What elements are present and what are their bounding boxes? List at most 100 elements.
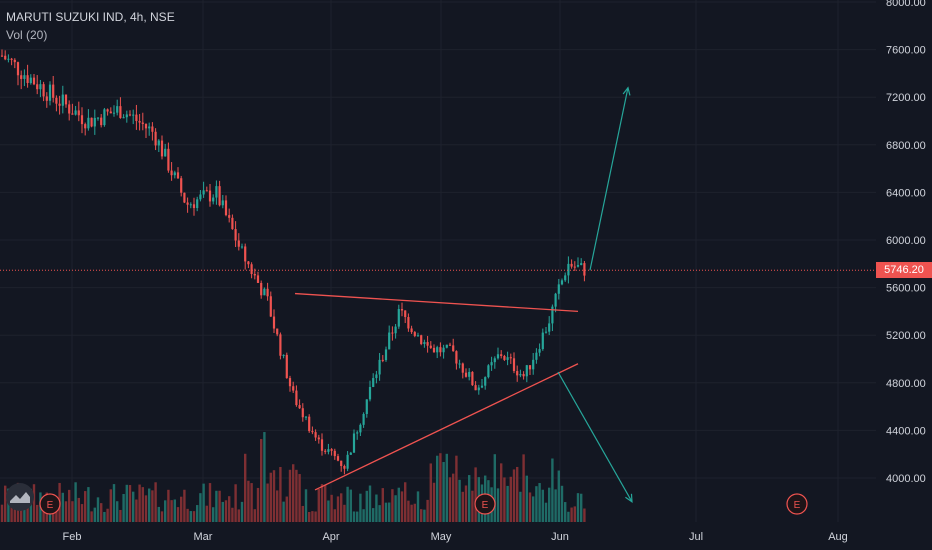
candle-body bbox=[112, 112, 116, 114]
tradingview-logo-icon[interactable] bbox=[6, 483, 34, 511]
volume-bar bbox=[525, 475, 528, 522]
candle-body bbox=[448, 344, 452, 346]
candle-body bbox=[183, 192, 186, 203]
price-tick-label: 4400.00 bbox=[886, 425, 926, 437]
candle-body bbox=[52, 84, 55, 98]
volume-bar bbox=[74, 482, 77, 522]
candle-body bbox=[196, 199, 199, 209]
candle-body bbox=[346, 454, 349, 469]
earnings-marker-icon[interactable]: E bbox=[39, 493, 61, 515]
candle-body bbox=[490, 362, 493, 366]
volume-bar bbox=[93, 507, 96, 522]
volume-bar bbox=[528, 492, 532, 522]
bearish-target-arrow-head bbox=[625, 493, 633, 503]
candle-body bbox=[266, 288, 269, 297]
price-tick-label: 5200.00 bbox=[886, 330, 926, 342]
bullish-target-arrow-head bbox=[622, 86, 631, 96]
candle-body bbox=[80, 115, 84, 125]
symbol-title[interactable]: MARUTI SUZUKI IND, 4h, NSE bbox=[6, 10, 175, 24]
volume-bar bbox=[116, 501, 119, 522]
candle-body bbox=[116, 106, 119, 113]
volume-bar bbox=[154, 482, 157, 522]
candle-body bbox=[564, 275, 567, 281]
drawings[interactable] bbox=[0, 86, 876, 503]
volume-bar bbox=[221, 501, 224, 522]
volume-bar bbox=[349, 489, 352, 522]
candle-body bbox=[320, 439, 324, 451]
volume-bar bbox=[308, 511, 311, 522]
candle-body bbox=[378, 359, 381, 375]
candle-body bbox=[548, 323, 551, 332]
volume-bar bbox=[535, 486, 538, 522]
volume-bar bbox=[122, 493, 125, 522]
volume-indicator-label[interactable]: Vol (20) bbox=[6, 28, 48, 42]
candle-body bbox=[397, 309, 400, 327]
candle-body bbox=[308, 416, 311, 432]
candle-body bbox=[493, 358, 496, 363]
candle-body bbox=[516, 371, 519, 376]
volume-bar bbox=[90, 511, 93, 522]
candle-body bbox=[87, 117, 90, 129]
time-axis-bg bbox=[0, 522, 932, 550]
volume-bar bbox=[314, 511, 317, 522]
volume-bar bbox=[167, 489, 170, 522]
price-tick-label: 5600.00 bbox=[886, 283, 926, 295]
volume-bar bbox=[23, 503, 26, 522]
candle-body bbox=[256, 275, 260, 283]
candle-body bbox=[532, 359, 535, 370]
candle-body bbox=[420, 335, 423, 345]
candle-body bbox=[122, 117, 125, 119]
price-tick-label: 8000.00 bbox=[886, 0, 926, 9]
volume-bar bbox=[208, 483, 212, 522]
candle-body bbox=[192, 204, 196, 209]
candle-body bbox=[333, 450, 336, 457]
volume-bar bbox=[368, 485, 372, 522]
candle-body bbox=[250, 264, 253, 274]
earnings-marker-icon[interactable]: E bbox=[786, 493, 808, 515]
volume-bar bbox=[199, 493, 202, 522]
candle-body bbox=[400, 309, 404, 311]
candle-body bbox=[356, 432, 359, 434]
volume-bar bbox=[253, 509, 256, 522]
candle-body bbox=[135, 114, 138, 122]
candle-body bbox=[298, 405, 301, 409]
candle-body bbox=[477, 387, 480, 391]
price-tick-label: 6400.00 bbox=[886, 187, 926, 199]
price-tick-label: 6000.00 bbox=[886, 235, 926, 247]
volume-bar bbox=[551, 458, 554, 522]
time-tick-label: Mar bbox=[194, 531, 213, 543]
candle-body bbox=[103, 109, 106, 126]
candle-body bbox=[541, 332, 544, 350]
candle-body bbox=[221, 200, 224, 206]
candle-body bbox=[276, 328, 279, 335]
candle-body bbox=[452, 345, 455, 352]
earnings-marker-icon[interactable]: E bbox=[474, 493, 496, 515]
candle-body bbox=[269, 296, 272, 317]
volume-bar bbox=[205, 505, 208, 522]
candle-body bbox=[151, 126, 154, 132]
volume-bar bbox=[548, 487, 551, 522]
volume-bar bbox=[68, 489, 71, 522]
candle-body bbox=[327, 449, 330, 452]
volume-bar bbox=[202, 483, 205, 522]
time-axis[interactable]: Feb Mar Apr May Jun Jul Aug bbox=[0, 522, 932, 550]
volume-bar bbox=[260, 439, 263, 522]
volume-bar bbox=[100, 503, 103, 522]
candle-body bbox=[525, 365, 528, 377]
volume-bar bbox=[272, 470, 276, 522]
volume-bar bbox=[285, 496, 288, 522]
volume-bar bbox=[87, 487, 90, 522]
volume-bar bbox=[237, 509, 240, 522]
volume-bar bbox=[279, 466, 282, 522]
grid bbox=[0, 0, 876, 522]
candle-body bbox=[496, 354, 500, 359]
candle-body bbox=[247, 261, 250, 265]
candle-body bbox=[7, 58, 10, 60]
volume-bar bbox=[10, 504, 13, 522]
volume-bar bbox=[32, 484, 36, 522]
volume-bar bbox=[138, 484, 141, 522]
volume-bar bbox=[144, 495, 148, 522]
